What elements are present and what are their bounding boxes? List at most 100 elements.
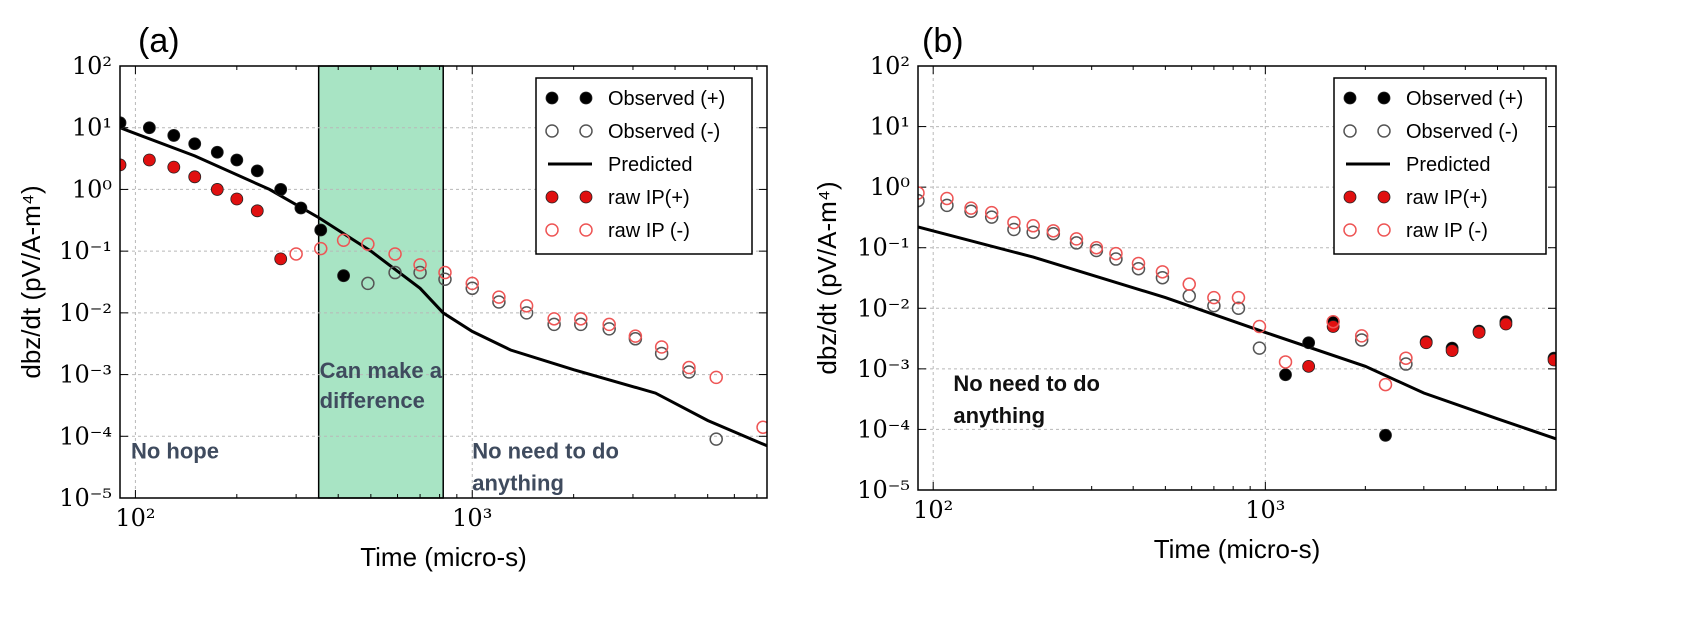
series-line-predicted	[120, 126, 767, 448]
legend-label: Predicted	[608, 154, 693, 176]
highlight-band-label: Can make a difference	[320, 358, 443, 413]
point-observed	[1354, 333, 1369, 347]
point-raw-ip	[1109, 246, 1123, 261]
point-observed	[413, 265, 427, 280]
point-raw-ip	[1472, 325, 1486, 339]
point-raw-ip	[964, 201, 978, 215]
point-raw-ip	[547, 312, 561, 326]
legend-marker	[1377, 223, 1391, 237]
point-observed	[628, 332, 643, 346]
point-observed	[709, 432, 723, 446]
panel-label: (b)	[922, 22, 964, 60]
legend-box	[535, 77, 753, 255]
point-observed	[547, 317, 561, 332]
data-layer	[918, 186, 1556, 442]
point-observed	[1155, 270, 1170, 285]
point-raw-ip	[1182, 277, 1196, 291]
annotation: No need to do anything	[953, 371, 1100, 428]
legend-item: Predicted	[1346, 154, 1491, 176]
y-tick-label: 10⁻²	[857, 294, 910, 322]
y-tick-label: 10⁻⁴	[59, 422, 112, 450]
point-raw-ip	[519, 299, 534, 313]
y-axis-label: dbz/dt (pV/A-m⁴)	[16, 185, 46, 378]
y-tick-label: 10⁻⁵	[59, 484, 112, 512]
point-raw-ip	[438, 265, 452, 280]
point-observed	[964, 204, 978, 218]
y-tick-label: 10²	[72, 52, 112, 80]
point-raw-ip	[188, 170, 202, 184]
point-raw-ip	[250, 204, 264, 218]
point-observed	[519, 306, 534, 320]
point-observed	[1399, 357, 1413, 371]
point-observed	[1069, 236, 1084, 250]
legend-marker	[545, 190, 559, 204]
point-raw-ip	[120, 158, 127, 172]
legend-item: raw IP(+)	[545, 187, 690, 209]
point-raw-ip	[274, 252, 288, 266]
point-raw-ip	[1499, 317, 1513, 331]
point-raw-ip	[1399, 351, 1413, 365]
y-tick-label: 10⁻⁵	[857, 476, 910, 504]
point-raw-ip	[1207, 290, 1221, 305]
legend-item: raw IP(+)	[1343, 187, 1488, 209]
point-observed	[361, 276, 375, 291]
point-raw-ip	[361, 237, 375, 251]
point-raw-ip	[289, 247, 303, 261]
legend-marker	[1343, 124, 1357, 138]
point-observed	[1252, 341, 1267, 355]
y-tick-label: 10⁰	[870, 173, 910, 201]
legend-label: raw IP (-)	[1406, 220, 1488, 242]
point-raw-ip	[1007, 215, 1021, 230]
panel-label: (a)	[138, 22, 180, 60]
point-observed	[230, 153, 244, 167]
plot-frame	[917, 65, 1557, 491]
annotation: No hope	[131, 438, 219, 463]
legend: Observed (+) Observed (-) Predicted raw IP(…	[1333, 77, 1547, 255]
point-observed	[1279, 368, 1292, 382]
point-raw-ip	[1046, 224, 1061, 238]
point-raw-ip	[1445, 344, 1459, 358]
point-raw-ip	[1155, 265, 1170, 279]
y-tick-label: 10⁻³	[59, 361, 112, 389]
plot-frame	[119, 65, 768, 499]
point-raw-ip	[492, 290, 506, 304]
point-observed	[314, 223, 328, 237]
x-axis-label: Time (micro-s)	[1154, 534, 1321, 564]
point-observed	[274, 183, 288, 196]
y-tick-label: 10¹	[72, 114, 112, 142]
x-tick-label: 10²	[913, 496, 953, 524]
point-raw-ip	[654, 340, 669, 354]
legend-marker	[1377, 124, 1391, 138]
point-observed	[210, 145, 224, 159]
axis-ticks	[917, 65, 1556, 491]
x-tick-label: 10²	[115, 504, 155, 532]
point-raw-ip	[940, 191, 954, 206]
legend-marker	[545, 223, 559, 237]
legend-marker	[1377, 190, 1391, 204]
y-tick-label: 10¹	[870, 113, 910, 141]
x-tick-label: 10³	[1245, 496, 1285, 524]
legend-marker	[579, 91, 593, 105]
point-raw-ip	[313, 241, 328, 256]
point-observed	[1007, 222, 1021, 237]
y-tick-label: 10⁻³	[857, 355, 910, 383]
point-observed	[188, 137, 202, 151]
point-raw-ip	[756, 420, 767, 435]
point-observed	[918, 193, 925, 208]
point-raw-ip	[918, 186, 925, 200]
legend-item: raw IP (-)	[545, 220, 690, 242]
y-tick-label: 10⁻¹	[59, 237, 112, 265]
legend-item: Observed (+)	[1343, 88, 1523, 110]
legend-item: Observed (-)	[545, 121, 720, 143]
legend-label: Observed (-)	[1406, 121, 1518, 143]
point-raw-ip	[1302, 359, 1316, 373]
legend-item: Predicted	[548, 154, 693, 176]
point-observed	[602, 322, 616, 336]
legend-marker	[1343, 91, 1357, 105]
point-raw-ip	[1252, 319, 1267, 334]
point-observed	[1182, 289, 1196, 303]
point-observed	[1131, 261, 1146, 276]
